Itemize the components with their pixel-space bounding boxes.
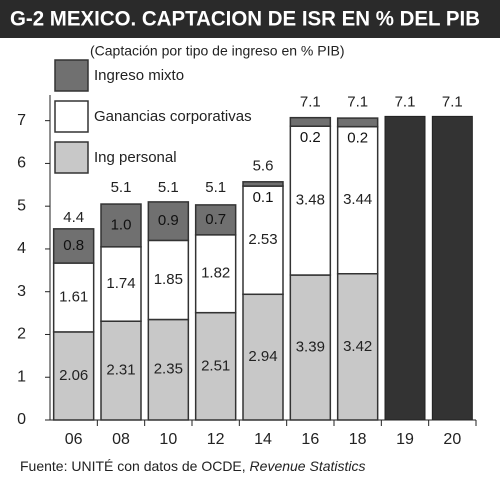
value-label: 2.35 (154, 361, 183, 378)
total-label: 7.1 (300, 93, 321, 110)
total-label: 5.1 (158, 179, 179, 196)
chart-subtitle: (Captación por tipo de ingreso en % PIB) (90, 43, 344, 59)
x-tick-label: 14 (254, 431, 272, 448)
value-label: 0.8 (63, 237, 84, 254)
value-label: 1.61 (59, 288, 88, 305)
total-label: 5.1 (205, 179, 226, 196)
value-label: 0.7 (205, 211, 226, 228)
x-tick-label: 12 (207, 431, 225, 448)
source: Fuente: UNITÉ con datos de OCDE, Revenue… (20, 458, 366, 474)
total-label: 4.4 (63, 209, 84, 226)
value-label: 2.51 (201, 357, 230, 374)
chart-title: G-2 MEXICO. CAPTACION DE ISR EN % DEL PI… (10, 8, 480, 31)
bar-segment (242, 293, 284, 421)
value-label: 2.53 (248, 231, 277, 248)
bar-segment (194, 311, 237, 421)
value-label: 1.74 (106, 275, 135, 292)
bar-segment (147, 201, 190, 242)
x-tick-label: 18 (349, 431, 367, 448)
bar-segment (336, 273, 379, 421)
bar-segment (289, 116, 332, 127)
source-text: Fuente: UNITÉ con datos de OCDE, (20, 458, 246, 474)
legend-swatch (54, 100, 89, 133)
bar-segment (147, 239, 190, 321)
y-tick-label: 7 (17, 112, 26, 129)
bar-segment (289, 125, 332, 276)
y-tick-label: 5 (17, 197, 26, 214)
bar-segment (100, 246, 142, 322)
total-bar (384, 115, 426, 421)
total-label: 7.1 (442, 93, 463, 110)
y-tick-label: 2 (17, 326, 26, 343)
value-label: 0.2 (347, 130, 368, 147)
legend-swatch (54, 59, 89, 92)
bar-segment (100, 203, 142, 248)
y-tick-label: 6 (17, 155, 26, 172)
total-label: 5.1 (111, 179, 132, 196)
value-label: 1.0 (111, 216, 132, 233)
value-label: 3.44 (343, 191, 372, 208)
bar-segment (52, 262, 95, 333)
y-tick-label: 4 (17, 240, 26, 257)
x-tick-label: 20 (443, 431, 461, 448)
value-label: 3.39 (296, 338, 325, 355)
value-label: 2.31 (106, 362, 135, 379)
bar-segment (100, 320, 142, 421)
bar-segment (52, 228, 95, 264)
bar-segment (336, 117, 379, 128)
value-label: 2.94 (248, 348, 277, 365)
total-label: 7.1 (395, 93, 416, 110)
total-label: 5.6 (253, 157, 274, 174)
x-tick-label: 06 (65, 431, 83, 448)
legend-label: Ingreso mixto (94, 67, 184, 84)
x-tick-label: 16 (301, 431, 319, 448)
bar-segment (336, 125, 379, 275)
value-label: 3.48 (296, 192, 325, 209)
x-tick-label: 19 (396, 431, 414, 448)
bar-segment (242, 185, 284, 296)
total-label: 7.1 (347, 93, 368, 110)
legend-label: Ing personal (94, 149, 177, 166)
x-tick-label: 08 (112, 431, 130, 448)
x-tick-label: 10 (159, 431, 177, 448)
legend-swatch (54, 141, 89, 174)
total-bar (431, 115, 473, 421)
y-tick-label: 3 (17, 283, 26, 300)
value-label: 1.85 (154, 271, 183, 288)
value-label: 3.42 (343, 338, 372, 355)
bar-segment (194, 204, 237, 236)
bar-segment (242, 181, 284, 187)
y-tick-label: 1 (17, 368, 26, 385)
value-label: 0.9 (158, 212, 179, 229)
value-label: 1.82 (201, 265, 230, 282)
y-tick-label: 0 (17, 411, 26, 428)
source-italic: Revenue Statistics (250, 458, 366, 474)
bar-segment (52, 331, 95, 421)
legend-label: Ganancias corporativas (94, 108, 252, 125)
value-label: 0.2 (300, 129, 321, 146)
value-label: 2.06 (59, 367, 88, 384)
value-label: 0.1 (253, 189, 274, 206)
title-bar (0, 0, 500, 38)
